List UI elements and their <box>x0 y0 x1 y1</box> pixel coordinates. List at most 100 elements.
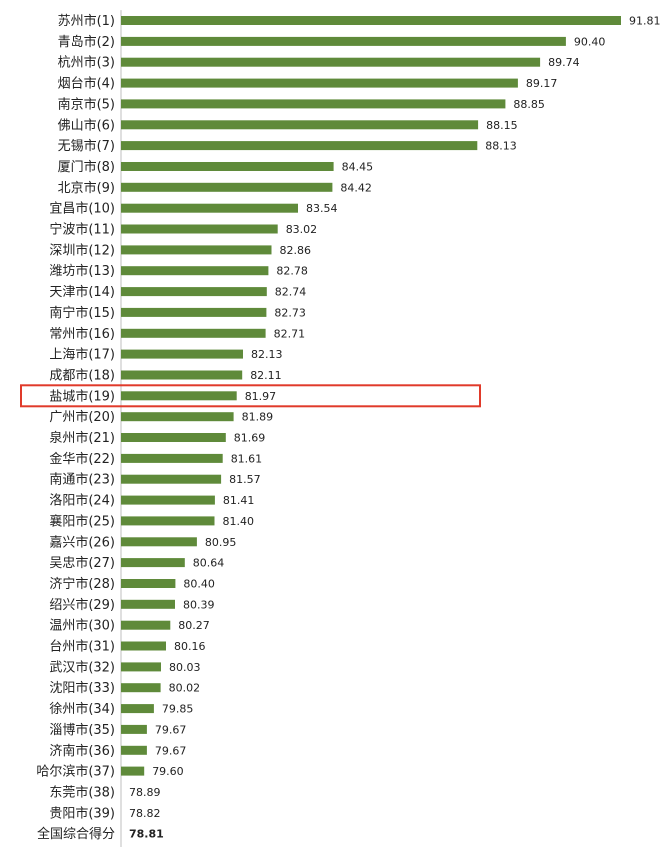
category-label: 南京市(5) <box>58 96 115 112</box>
bar <box>121 433 226 442</box>
category-label: 天津市(14) <box>49 284 115 300</box>
bar <box>121 704 154 714</box>
bar <box>121 474 222 484</box>
bar <box>121 203 298 213</box>
value-label: 80.02 <box>169 682 201 695</box>
bar <box>121 516 215 526</box>
category-label: 东莞市(38) <box>49 785 115 801</box>
bar <box>121 78 518 88</box>
value-label: 78.89 <box>129 786 161 799</box>
value-label: 79.60 <box>152 765 184 778</box>
category-label: 南宁市(15) <box>49 305 115 321</box>
highlight-box <box>20 384 481 408</box>
value-label: 81.57 <box>229 473 261 486</box>
category-label: 潍坊市(13) <box>49 263 115 279</box>
bar <box>121 558 185 568</box>
category-label: 深圳市(12) <box>49 242 115 258</box>
category-label: 上海市(17) <box>49 347 115 363</box>
bar <box>121 182 333 192</box>
category-label: 全国综合得分 <box>37 826 115 842</box>
bar <box>121 662 161 672</box>
category-label: 泉州市(21) <box>49 430 115 446</box>
category-label: 广州市(20) <box>49 409 115 425</box>
category-label: 济宁市(28) <box>49 576 115 592</box>
value-label: 83.02 <box>286 223 318 236</box>
category-label: 武汉市(32) <box>49 659 115 675</box>
value-label: 91.81 <box>629 15 661 28</box>
category-label: 绍兴市(29) <box>49 597 115 613</box>
bar <box>121 579 176 588</box>
bar <box>121 641 166 651</box>
category-label: 温州市(30) <box>49 618 115 634</box>
value-label: 88.13 <box>485 140 517 153</box>
category-label: 烟台市(4) <box>58 76 115 92</box>
category-label: 常州市(16) <box>49 326 115 342</box>
category-label: 成都市(18) <box>49 368 115 384</box>
bars-group <box>121 16 621 776</box>
value-label: 82.78 <box>276 265 308 278</box>
category-label: 嘉兴市(26) <box>49 534 115 550</box>
value-label: 80.39 <box>183 598 215 611</box>
bar <box>121 453 223 463</box>
category-label: 哈尔滨市(37) <box>36 764 115 780</box>
category-label: 金华市(22) <box>49 451 115 467</box>
value-label: 78.81 <box>129 828 164 841</box>
bar <box>121 370 243 380</box>
value-label: 89.17 <box>526 77 558 90</box>
bar <box>121 745 147 755</box>
value-label: 80.16 <box>174 640 206 653</box>
category-label: 北京市(9) <box>58 180 115 196</box>
value-label: 81.69 <box>234 432 265 445</box>
value-label: 80.40 <box>183 578 215 591</box>
category-label: 济南市(36) <box>49 743 115 759</box>
bar <box>121 307 267 317</box>
bar <box>121 495 215 505</box>
value-label: 84.45 <box>342 161 374 174</box>
bar <box>121 328 266 338</box>
value-label: 89.74 <box>548 56 580 69</box>
bar <box>121 245 272 255</box>
value-label: 81.41 <box>223 494 255 507</box>
value-label: 79.67 <box>155 723 187 736</box>
value-label: 80.95 <box>205 536 237 549</box>
value-label: 80.03 <box>169 661 201 674</box>
category-label: 厦门市(8) <box>58 159 115 175</box>
bar <box>121 224 278 234</box>
value-label: 80.27 <box>178 619 210 632</box>
category-label: 青岛市(2) <box>58 34 115 50</box>
value-label: 82.73 <box>274 306 306 319</box>
value-label: 79.85 <box>162 703 194 716</box>
bar <box>121 391 237 401</box>
bar <box>121 766 145 776</box>
bar <box>121 683 161 693</box>
category-label: 无锡市(7) <box>58 138 115 154</box>
bar <box>121 266 269 276</box>
category-label: 盐城市(19) <box>49 388 115 404</box>
value-labels-group: 91.81 90.40 89.74 89.17 88.85 88.15 88.13 84.45… <box>129 15 661 841</box>
value-label: 90.40 <box>574 35 606 48</box>
bar <box>121 16 621 25</box>
category-label: 台州市(31) <box>49 639 115 655</box>
bar <box>121 162 334 171</box>
bar <box>121 120 479 130</box>
bar <box>121 599 175 609</box>
bar <box>121 349 243 359</box>
value-label: 82.13 <box>251 348 283 361</box>
category-label: 沈阳市(33) <box>49 680 115 696</box>
value-label: 81.40 <box>223 515 255 528</box>
value-label: 88.85 <box>513 98 545 111</box>
category-label: 苏州市(1) <box>58 13 115 29</box>
category-label: 徐州市(34) <box>49 701 115 717</box>
category-label: 贵阳市(39) <box>49 805 115 821</box>
category-label: 宜昌市(10) <box>49 201 115 217</box>
bar <box>121 724 147 734</box>
value-label: 81.89 <box>242 411 274 424</box>
category-label: 襄阳市(25) <box>49 513 115 529</box>
category-label: 吴忠市(27) <box>49 555 115 571</box>
value-label: 83.54 <box>306 202 338 215</box>
value-label: 81.61 <box>231 452 263 465</box>
value-label: 80.64 <box>193 557 225 570</box>
bar <box>121 287 267 297</box>
bar <box>121 412 234 422</box>
